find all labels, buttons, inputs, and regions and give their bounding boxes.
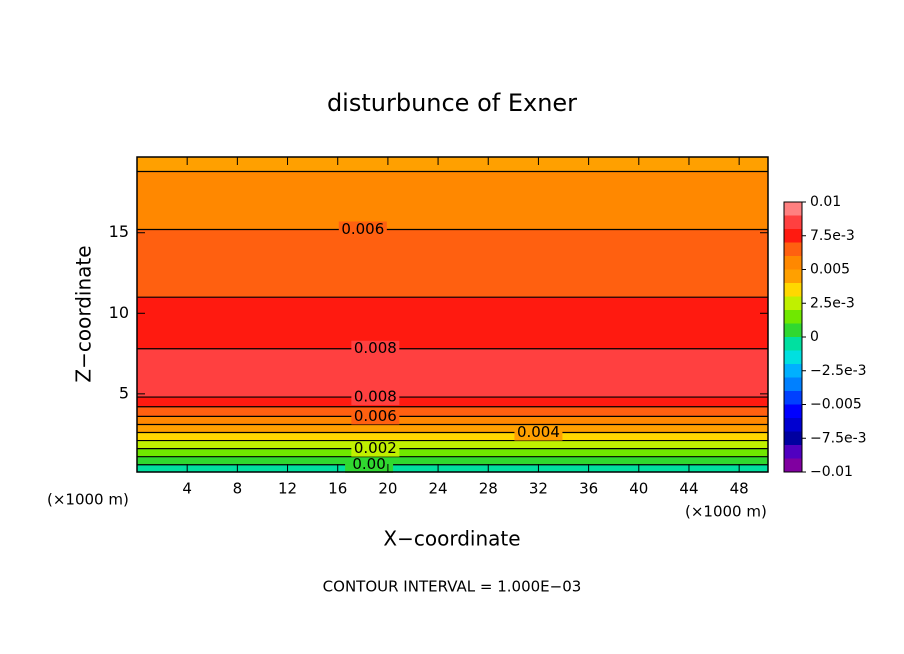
contour-band bbox=[137, 432, 768, 441]
contour-band bbox=[137, 456, 768, 465]
contour-label-bg bbox=[514, 424, 563, 441]
contour-label-bg bbox=[351, 440, 400, 457]
x-tick-label: 8 bbox=[233, 480, 243, 498]
contour-band bbox=[137, 406, 768, 417]
y-unit: (×1000 m) bbox=[47, 491, 129, 509]
colorbar-swatch bbox=[784, 337, 802, 351]
colorbar-label: −0.005 bbox=[810, 397, 862, 413]
colorbar-label: 2.5e-3 bbox=[810, 295, 855, 311]
contour-band bbox=[137, 424, 768, 433]
contour-label-bg bbox=[351, 389, 400, 406]
x-tick-label: 4 bbox=[182, 480, 192, 498]
contour-label: 0.002 bbox=[354, 439, 397, 457]
contour-band bbox=[137, 416, 768, 425]
contour-label: 0.006 bbox=[354, 407, 397, 425]
contour-band bbox=[137, 229, 768, 298]
contour-label-bg bbox=[351, 408, 400, 425]
colorbar-swatch bbox=[784, 364, 802, 378]
chart-title: disturbunce of Exner bbox=[327, 89, 577, 117]
contour-band bbox=[137, 297, 768, 349]
colorbar-swatch bbox=[784, 323, 802, 337]
y-axis-label: Z−coordinate bbox=[72, 245, 96, 382]
y-tick-label: 5 bbox=[119, 383, 129, 402]
contour-label: 0.008 bbox=[354, 339, 397, 357]
colorbar-swatch bbox=[784, 431, 802, 445]
x-unit: (×1000 m) bbox=[685, 503, 767, 521]
contour-label: 0.006 bbox=[341, 220, 384, 238]
colorbar-swatch bbox=[784, 256, 802, 270]
colorbar-swatch bbox=[784, 283, 802, 297]
plot-frame bbox=[136, 156, 769, 473]
colorbar-label: 0.005 bbox=[810, 262, 850, 278]
y-tick-label: 15 bbox=[109, 222, 129, 241]
colorbar-swatch bbox=[784, 215, 802, 229]
colorbar-label: −7.5e-3 bbox=[810, 430, 867, 446]
contour-band bbox=[137, 171, 768, 230]
colorbar-label: −0.01 bbox=[810, 464, 853, 480]
x-tick-label: 28 bbox=[479, 480, 498, 498]
x-tick-label: 24 bbox=[429, 480, 448, 498]
colorbar-swatch bbox=[784, 296, 802, 310]
colorbar-label: 0.01 bbox=[810, 194, 841, 210]
colorbar-swatch bbox=[784, 418, 802, 432]
contour-label: 0.00 bbox=[352, 455, 385, 473]
contour-band bbox=[137, 157, 768, 172]
contour-label-bg bbox=[351, 340, 400, 357]
x-tick-label: 40 bbox=[629, 480, 648, 498]
contour-label-bg bbox=[338, 221, 387, 238]
contour-band bbox=[137, 440, 768, 449]
contour-band bbox=[137, 464, 768, 472]
colorbar-label: −2.5e-3 bbox=[810, 363, 867, 379]
colorbar-swatch bbox=[784, 202, 802, 216]
colorbar-swatch bbox=[784, 391, 802, 405]
colorbar-swatch bbox=[784, 445, 802, 459]
x-tick-label: 12 bbox=[278, 480, 297, 498]
colorbar-label: 7.5e-3 bbox=[810, 228, 855, 244]
contour-label-bg bbox=[345, 456, 394, 473]
contour-band bbox=[137, 397, 768, 407]
contour-label: 0.004 bbox=[517, 423, 560, 441]
colorbar-swatch bbox=[784, 242, 802, 256]
contour-label: 0.008 bbox=[354, 388, 397, 406]
x-tick-label: 36 bbox=[579, 480, 598, 498]
y-tick-label: 10 bbox=[109, 303, 129, 322]
footnote: CONTOUR INTERVAL = 1.000E−03 bbox=[323, 578, 582, 596]
x-tick-label: 48 bbox=[730, 480, 749, 498]
colorbar-swatch bbox=[784, 404, 802, 418]
colorbar-swatch bbox=[784, 310, 802, 324]
x-tick-label: 32 bbox=[529, 480, 548, 498]
colorbar-swatch bbox=[784, 350, 802, 364]
contour-band bbox=[137, 448, 768, 457]
colorbar-swatch bbox=[784, 377, 802, 391]
contour-band bbox=[137, 348, 768, 398]
x-axis-label: X−coordinate bbox=[383, 527, 520, 551]
x-tick-label: 44 bbox=[679, 480, 698, 498]
x-tick-label: 20 bbox=[378, 480, 397, 498]
colorbar-swatch bbox=[784, 269, 802, 283]
x-tick-label: 16 bbox=[328, 480, 347, 498]
colorbar-swatch bbox=[784, 458, 802, 472]
colorbar-label: 0 bbox=[810, 329, 819, 345]
colorbar-swatch bbox=[784, 229, 802, 243]
